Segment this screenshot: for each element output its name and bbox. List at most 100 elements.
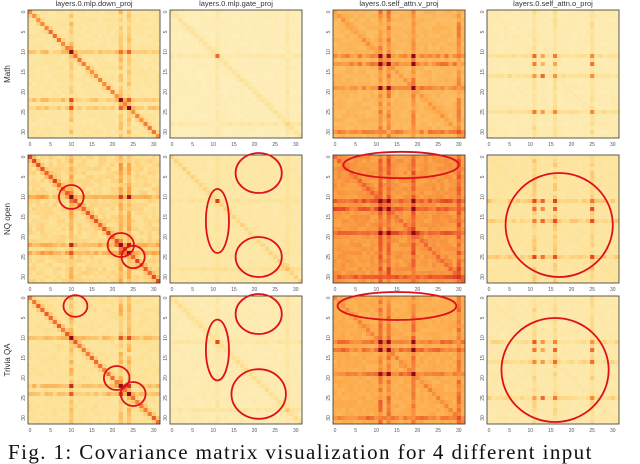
heatmap-cell [44,259,49,264]
heatmap-cell [106,243,111,248]
heatmap-cell [248,38,253,43]
heatmap-cell [127,199,132,204]
heatmap-cell [403,26,408,31]
heatmap-cell [528,26,533,31]
heatmap-cell [553,78,558,83]
heatmap-cell [491,118,496,123]
heatmap-cell [581,130,587,135]
heatmap-cell [182,126,187,131]
heatmap-cell [135,227,140,232]
heatmap-cell [407,78,412,83]
heatmap-cell [370,78,375,83]
heatmap-cell [151,58,157,63]
heatmap-cell [353,114,359,119]
heatmap-cell [594,114,599,119]
heatmap-cell [269,86,274,91]
heatmap-cell [260,42,266,47]
heatmap-cell [110,183,115,188]
heatmap-cell [32,86,37,91]
heatmap-cell [236,38,241,43]
heatmap-cell [532,130,537,135]
heatmap-cell [594,22,599,27]
heatmap-cell [260,82,266,87]
heatmap-cell [98,22,103,27]
heatmap-cell [411,78,416,83]
heatmap-cell [127,203,132,208]
heatmap-cell [81,219,87,224]
heatmap-cell [139,231,144,236]
heatmap-cell [248,50,253,55]
heatmap-cell [77,171,82,176]
heatmap-cell [386,26,392,31]
heatmap-cell [151,175,157,180]
heatmap-cell [118,227,124,232]
heatmap-cell [114,134,120,139]
heatmap-cell [269,114,274,119]
heatmap-cell [394,54,400,59]
heatmap-cell [36,70,41,75]
heatmap-cell [269,42,274,47]
heatmap-cell [415,10,420,15]
heatmap-cell [61,191,66,196]
heatmap-cell [452,50,458,55]
heatmap-cell [143,191,148,196]
heatmap-cell [349,30,354,35]
heatmap-cell [260,94,266,99]
heatmap-cell [594,50,599,55]
heatmap-cell [411,30,416,35]
heatmap-cell [182,66,187,71]
heatmap-cell [69,18,74,23]
heatmap-cell [487,66,492,71]
heatmap-cell [378,10,383,15]
heatmap-cell [147,251,153,256]
heatmap-cell [573,122,579,127]
heatmap-cell [577,122,583,127]
heatmap-cell [390,14,396,19]
heatmap-cell [94,66,99,71]
heatmap-cell [577,54,583,59]
heatmap-cell [127,110,132,115]
heatmap-cell [170,106,175,111]
heatmap-cell [602,126,607,131]
heatmap-cell [557,118,562,123]
heatmap-cell [581,26,587,31]
heatmap-cell [548,94,554,99]
heatmap-cell [374,46,379,51]
heatmap-cell [394,50,400,55]
heatmap-cell [98,114,103,119]
heatmap-cell [337,70,342,75]
heatmap-cell [561,90,566,95]
heatmap-cell [277,130,282,135]
heatmap-cell [293,94,299,99]
heatmap-cell [198,54,204,59]
heatmap-cell [186,102,191,107]
heatmap-cell [256,130,262,135]
heatmap-cell [85,126,91,131]
heatmap-cell [337,46,342,51]
heatmap-cell [69,247,74,252]
heatmap-cell [573,110,579,115]
heatmap-cell [557,70,562,75]
heatmap-cell [77,191,82,196]
heatmap-cell [207,46,212,51]
heatmap-cell [89,98,95,103]
heatmap-cell [289,26,295,31]
heatmap-cell [427,90,433,95]
heatmap-cell [106,191,111,196]
heatmap-cell [186,98,191,103]
heatmap-cell [219,130,224,135]
heatmap-cell [52,211,58,216]
heatmap-cell [170,30,175,35]
heatmap-cell [281,118,286,123]
heatmap-cell [61,231,66,236]
heatmap-cell [569,74,574,79]
heatmap-cell [143,22,148,27]
heatmap-cell [143,219,148,224]
heatmap-cell [143,62,148,67]
heatmap-cell [122,26,128,31]
heatmap-cell [553,30,558,35]
heatmap-cell [520,110,525,115]
heatmap-cell [378,134,383,139]
heatmap-cell [548,74,554,79]
heatmap-cell [353,42,359,47]
